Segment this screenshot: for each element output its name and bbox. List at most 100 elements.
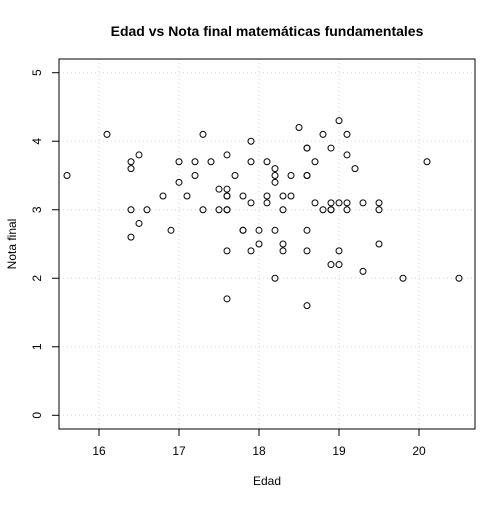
data-point bbox=[143, 206, 151, 214]
x-tick-label: 17 bbox=[172, 444, 186, 458]
data-point bbox=[159, 192, 167, 200]
data-point bbox=[327, 206, 335, 214]
data-point bbox=[359, 267, 367, 275]
data-point bbox=[183, 192, 191, 200]
data-point bbox=[335, 199, 343, 207]
x-tick-label: 20 bbox=[412, 444, 426, 458]
data-point bbox=[343, 151, 351, 159]
data-point bbox=[359, 199, 367, 207]
data-point bbox=[135, 219, 143, 227]
data-point bbox=[247, 199, 255, 207]
grid-lines bbox=[59, 59, 475, 429]
data-point bbox=[335, 247, 343, 255]
data-point bbox=[223, 185, 231, 193]
data-point bbox=[223, 247, 231, 255]
data-point bbox=[127, 206, 135, 214]
y-tick-label: 5 bbox=[30, 69, 44, 76]
data-point bbox=[191, 158, 199, 166]
data-point bbox=[263, 192, 271, 200]
y-tick-label: 0 bbox=[30, 412, 44, 419]
x-tick-label: 18 bbox=[252, 444, 266, 458]
y-tick-label: 1 bbox=[30, 343, 44, 350]
data-points bbox=[63, 117, 463, 310]
data-point bbox=[303, 144, 311, 152]
data-point bbox=[63, 171, 71, 179]
data-point bbox=[327, 261, 335, 269]
data-point bbox=[167, 226, 175, 234]
data-point bbox=[335, 261, 343, 269]
data-point bbox=[375, 199, 383, 207]
data-point bbox=[279, 206, 287, 214]
data-point bbox=[247, 158, 255, 166]
data-point bbox=[239, 192, 247, 200]
data-point bbox=[303, 226, 311, 234]
data-point bbox=[127, 158, 135, 166]
x-axis-label: Edad bbox=[253, 474, 281, 488]
data-point bbox=[271, 165, 279, 173]
data-point bbox=[263, 158, 271, 166]
data-point bbox=[375, 206, 383, 214]
data-point bbox=[255, 240, 263, 248]
x-axis: 16 17 18 19 20 bbox=[92, 429, 426, 458]
data-point bbox=[343, 199, 351, 207]
data-point bbox=[271, 171, 279, 179]
data-point bbox=[319, 206, 327, 214]
x-tick-label: 16 bbox=[92, 444, 106, 458]
data-point bbox=[271, 274, 279, 282]
data-point bbox=[287, 171, 295, 179]
data-point bbox=[295, 124, 303, 132]
data-point bbox=[223, 295, 231, 303]
data-point bbox=[455, 274, 463, 282]
data-point bbox=[303, 247, 311, 255]
data-point bbox=[215, 206, 223, 214]
data-point bbox=[311, 158, 319, 166]
data-point bbox=[223, 192, 231, 200]
data-point bbox=[223, 151, 231, 159]
y-tick-label: 3 bbox=[30, 206, 44, 213]
chart-title: Edad vs Nota final matemáticas fundament… bbox=[111, 23, 424, 39]
data-point bbox=[207, 158, 215, 166]
data-point bbox=[279, 192, 287, 200]
data-point bbox=[247, 247, 255, 255]
plot-frame bbox=[58, 58, 476, 430]
y-axis: 0 1 2 3 4 5 bbox=[30, 69, 59, 419]
data-point bbox=[351, 165, 359, 173]
data-point bbox=[103, 130, 111, 138]
y-tick-label: 4 bbox=[30, 138, 44, 145]
data-point bbox=[423, 158, 431, 166]
data-point bbox=[199, 130, 207, 138]
data-point bbox=[279, 247, 287, 255]
data-point bbox=[375, 240, 383, 248]
data-point bbox=[327, 199, 335, 207]
data-point bbox=[335, 117, 343, 125]
data-point bbox=[303, 171, 311, 179]
data-point bbox=[223, 206, 231, 214]
data-point bbox=[319, 130, 327, 138]
data-point bbox=[271, 178, 279, 186]
y-tick-label: 2 bbox=[30, 275, 44, 282]
x-tick-label: 19 bbox=[332, 444, 346, 458]
data-point bbox=[175, 158, 183, 166]
data-point bbox=[239, 226, 247, 234]
data-point bbox=[263, 199, 271, 207]
data-point bbox=[343, 130, 351, 138]
data-point bbox=[127, 165, 135, 173]
data-point bbox=[175, 178, 183, 186]
data-point bbox=[231, 171, 239, 179]
y-axis-label: Nota final bbox=[5, 219, 19, 270]
data-point bbox=[191, 171, 199, 179]
data-point bbox=[215, 185, 223, 193]
data-point bbox=[135, 151, 143, 159]
data-point bbox=[287, 192, 295, 200]
data-point bbox=[271, 226, 279, 234]
data-point bbox=[327, 144, 335, 152]
data-point bbox=[399, 274, 407, 282]
data-point bbox=[343, 206, 351, 214]
data-point bbox=[311, 199, 319, 207]
data-point bbox=[127, 233, 135, 241]
data-point bbox=[247, 137, 255, 145]
data-point bbox=[255, 226, 263, 234]
data-point bbox=[199, 206, 207, 214]
